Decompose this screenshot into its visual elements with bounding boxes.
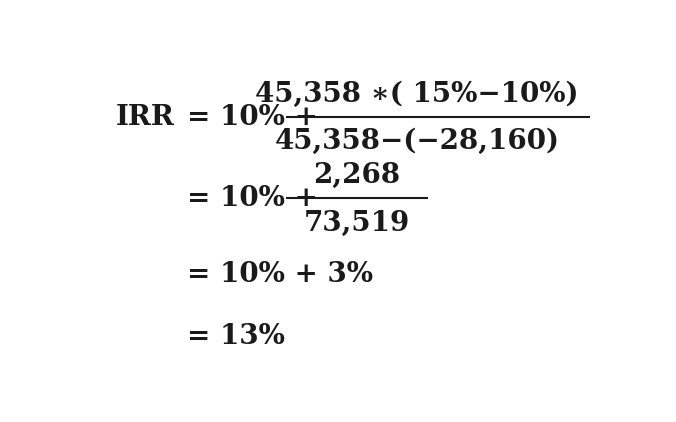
- Text: 2,268: 2,268: [314, 162, 400, 189]
- Text: 45,358−(−28,160): 45,358−(−28,160): [274, 128, 560, 155]
- Text: = 10% +: = 10% +: [187, 185, 318, 212]
- Text: = 10% + 3%: = 10% + 3%: [187, 261, 372, 288]
- Text: 45,358 ∗( 15%−10%): 45,358 ∗( 15%−10%): [256, 81, 579, 108]
- Text: 73,519: 73,519: [304, 210, 410, 237]
- Text: = 10% +: = 10% +: [187, 104, 318, 131]
- Text: IRR: IRR: [116, 104, 175, 131]
- Text: = 13%: = 13%: [187, 323, 285, 350]
